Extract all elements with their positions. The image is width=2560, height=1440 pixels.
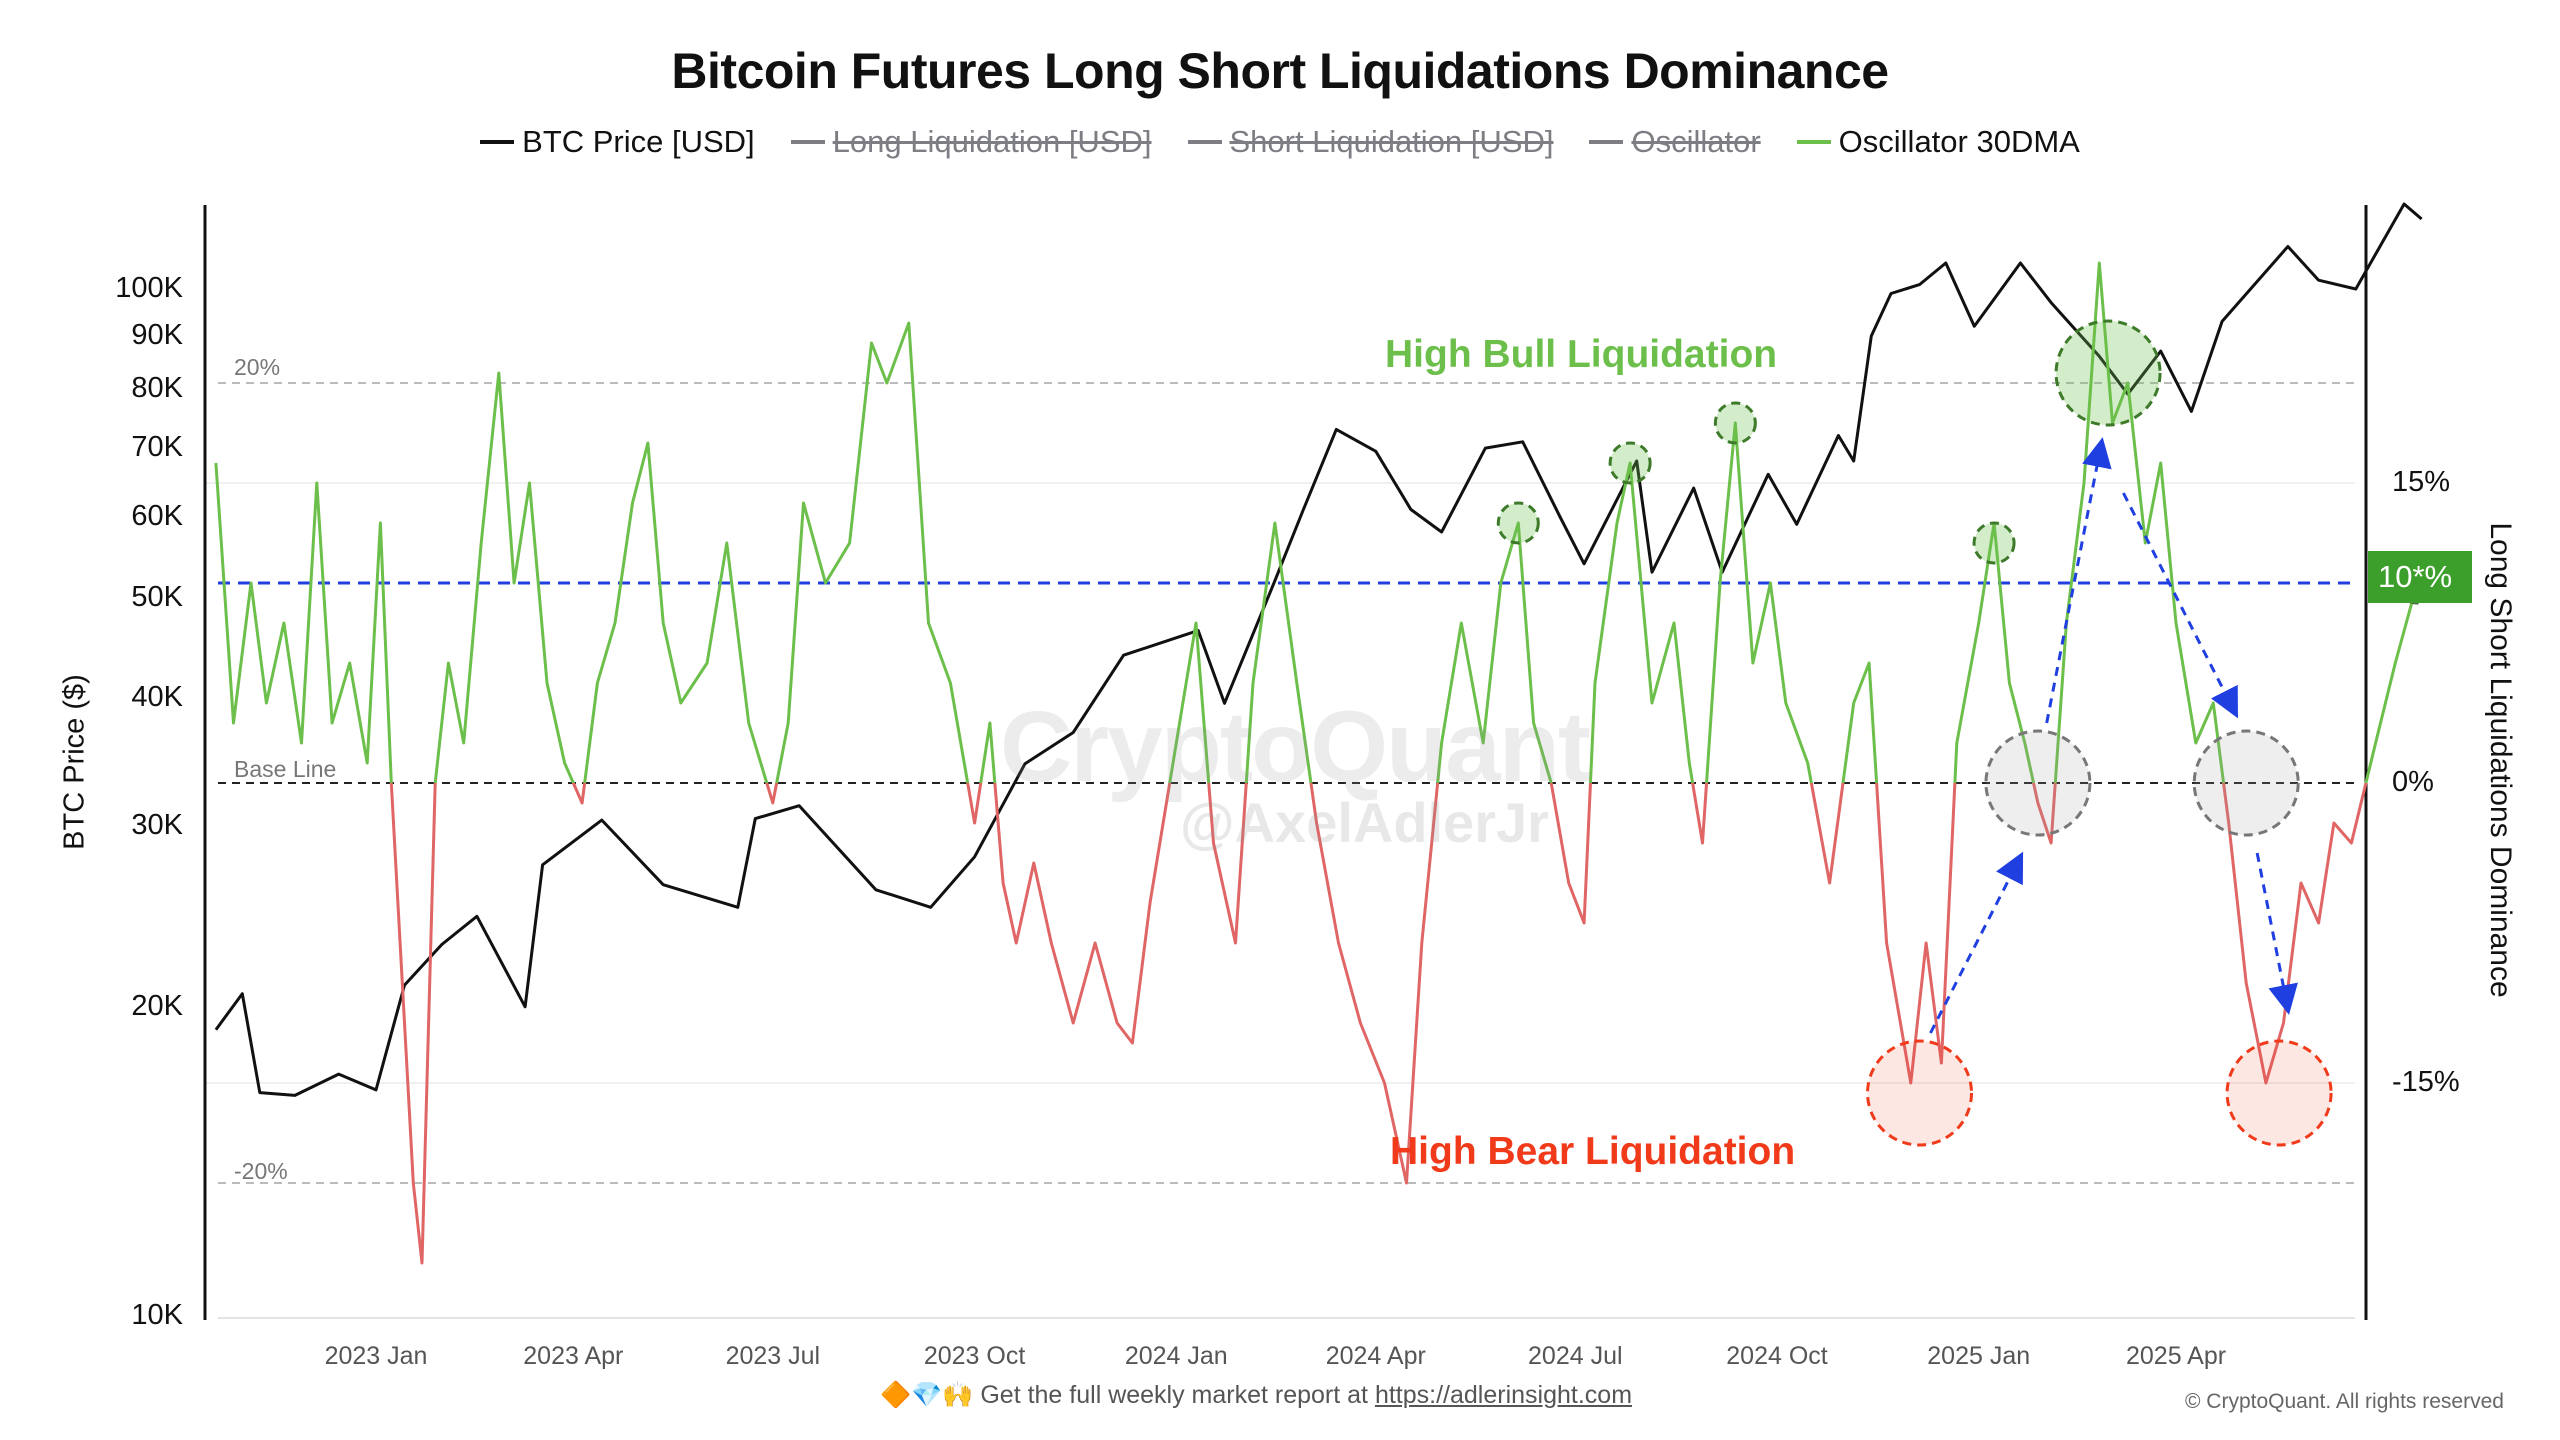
watermark-brand: CryptoQuant [1000,691,1591,803]
ref-label-20: 20% [234,354,281,380]
legend: BTC Price [USD] Long Liquidation [USD] Sho… [0,124,2560,160]
legend-swatch [480,140,515,144]
legend-label: Oscillator 30DMA [1838,124,2080,159]
highlight-circle-bull-small [1608,441,1652,485]
chart-title: Bitcoin Futures Long Short Liquidations … [671,43,1889,99]
legend-swatch [1589,140,1624,144]
y-left-tick-label: 40K [131,680,183,713]
oscillator-line-positive [214,261,2419,783]
highlight-circle-bull-big [2054,319,2162,427]
y-left-tick-label: 10K [131,1299,183,1331]
annotation-high-bear: High Bear Liquidation [1390,1130,1796,1173]
x-tick-label: 2023 Jan [324,1342,428,1370]
legend-label: Long Liquidation [USD] [832,124,1152,159]
x-tick-label: 2024 Apr [1325,1342,1426,1370]
oscillator-line-negative [389,783,2368,1265]
legend-label: BTC Price [USD] [522,124,755,159]
y-right-tick-label: 15% [2392,466,2451,498]
legend-swatch [1187,140,1222,144]
legend-label: Short Liquidation [USD] [1229,124,1554,159]
legend-item[interactable]: Oscillator 30DMA [1796,124,2080,160]
btc-price-line [214,202,2423,1097]
annotation-high-bull: High Bull Liquidation [1385,333,1778,376]
y-left-tick-label: 80K [131,371,183,404]
current-value-badge: 10*% [2368,551,2472,603]
x-tick-label: 2023 Jul [725,1342,821,1370]
ref-label-minus20: -20% [234,1158,288,1184]
legend-label: Oscillator [1631,124,1761,159]
legend-swatch [790,140,825,144]
highlight-circle-bull-small [1713,401,1757,445]
trend-arrow [2255,852,2298,1015]
emoji-icons: 🔶💎🙌 [880,1381,974,1409]
ref-label-baseline: Base Line [234,756,337,782]
copyright: © CryptoQuant. All rights reserved [2185,1390,2504,1413]
highlight-circle-neutral [1984,729,2092,837]
legend-item[interactable]: Short Liquidation [USD] [1187,124,1554,160]
watermark-author: @AxelAdlerJr [1180,791,1549,854]
footer-promo: 🔶💎🙌 Get the full weekly market report at… [880,1381,1632,1410]
highlight-circle-bear [1866,1039,1974,1147]
y-left-tick-label: 50K [131,581,183,614]
x-tick-label: 2024 Jul [1528,1342,1623,1370]
y-right-tick-label: -15% [2392,1066,2460,1098]
trend-arrow [2045,437,2112,724]
report-link[interactable]: https://adlerinsight.com [1374,1381,1633,1409]
highlight-circle-bull-small [1972,521,2016,565]
y-left-tick-label: 20K [131,989,183,1022]
y-left-tick-label: 70K [131,431,183,464]
x-tick-label: 2023 Oct [923,1342,1026,1370]
y-left-tick-label: 100K [115,272,183,304]
y-left-tick-label: 30K [131,808,183,841]
y-right-tick-label: 0% [2392,766,2434,798]
highlight-circle-bull-small [1496,501,1540,545]
x-tick-label: 2024 Jan [1124,1342,1228,1370]
y-axis-right-label: Long Short Liquidations Dominance [2484,522,2517,998]
footer-text: Get the full weekly market report at [980,1381,1375,1409]
y-left-tick-label: 90K [131,318,183,351]
legend-item[interactable]: Long Liquidation [USD] [790,124,1152,160]
highlight-circle-bear [2225,1039,2333,1147]
x-tick-label: 2025 Apr [2125,1342,2227,1370]
x-tick-label: 2023 Apr [523,1342,624,1370]
legend-swatch [1796,140,1831,144]
x-tick-label: 2025 Jan [1927,1342,2031,1370]
trend-arrow [1929,851,2024,1034]
y-left-tick-label: 60K [131,499,183,532]
legend-item[interactable]: Oscillator [1589,124,1761,160]
x-tick-label: 2024 Oct [1726,1342,1828,1370]
legend-item[interactable]: BTC Price [USD] [480,124,755,160]
highlight-circle-neutral [2192,729,2300,837]
trend-arrow [2122,492,2238,719]
